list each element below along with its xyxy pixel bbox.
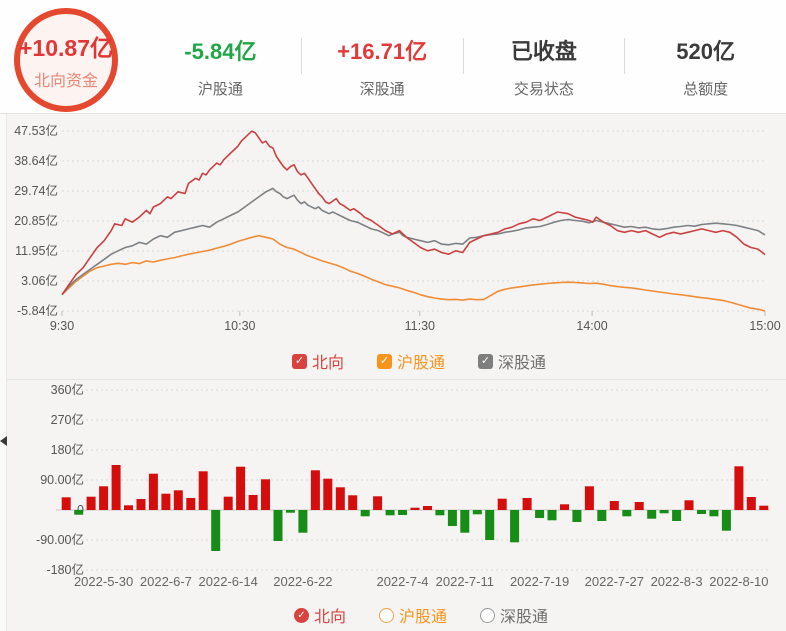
svg-text:38.64亿: 38.64亿 [14, 153, 58, 168]
svg-text:9:30: 9:30 [50, 319, 74, 333]
legend-item-beixiang[interactable]: ✓ 北向 [292, 349, 344, 373]
hugutong-label: 沪股通 [197, 81, 243, 98]
svg-text:2022-8-3: 2022-8-3 [651, 574, 703, 589]
shengutong-value: +16.71亿 [337, 39, 428, 64]
legend-item-beixiang[interactable]: ✓ 北向 [294, 603, 346, 627]
legend-label: 沪股通 [397, 355, 446, 372]
svg-text:2022-8-10: 2022-8-10 [709, 574, 768, 589]
northbound-total-label: 北向资金 [33, 73, 98, 90]
shengutong-label: 深股通 [359, 81, 405, 98]
northbound-total-value: +10.87亿 [19, 35, 113, 61]
svg-text:-180亿: -180亿 [46, 562, 84, 577]
svg-text:2022-6-7: 2022-6-7 [140, 574, 192, 589]
summary-header: +10.87亿 北向资金 -5.84亿 沪股通 +16.71亿 深股通 已收盘 … [0, 0, 786, 114]
checkbox-checked-icon: ✓ [292, 353, 307, 369]
svg-text:10:30: 10:30 [224, 319, 255, 333]
legend-item-shengutong[interactable]: 深股通 [480, 603, 548, 627]
svg-text:2022-6-22: 2022-6-22 [273, 574, 332, 589]
daily-bar-chart[interactable]: 360亿270亿180亿90.00亿0-90.00亿-180亿2022-5-30… [0, 382, 786, 604]
svg-text:20.85亿: 20.85亿 [14, 213, 58, 228]
collapse-panel-arrow-icon[interactable] [0, 436, 7, 446]
svg-text:2022-7-4: 2022-7-4 [376, 574, 428, 589]
svg-text:47.53亿: 47.53亿 [14, 123, 58, 138]
svg-text:270亿: 270亿 [51, 412, 84, 427]
checkbox-checked-icon: ✓ [377, 353, 393, 369]
legend-label: 北向 [312, 355, 345, 372]
trade-status-value: 已收盘 [510, 39, 577, 64]
total-quota-value: 520亿 [676, 39, 735, 64]
legend-label: 深股通 [500, 609, 549, 626]
svg-text:-90.00亿: -90.00亿 [36, 532, 84, 547]
legend-label: 深股通 [498, 355, 547, 372]
svg-text:360亿: 360亿 [51, 382, 84, 397]
northbound-badge: +10.87亿 北向资金 [14, 8, 118, 112]
stat-trade-status: 已收盘 交易状态 [464, 0, 625, 113]
intraday-legend: ✓ 北向 ✓ 沪股通 ✓ 深股通 [292, 349, 546, 373]
legend-item-shengutong[interactable]: ✓ 深股通 [478, 349, 546, 373]
divider [300, 38, 302, 74]
divider [624, 38, 626, 74]
section-divider [0, 379, 786, 380]
stats-row: -5.84亿 沪股通 +16.71亿 深股通 已收盘 交易状态 520亿 总额度 [140, 0, 786, 113]
svg-text:15:00: 15:00 [749, 319, 780, 333]
radio-unselected-icon [379, 607, 395, 623]
svg-text:2022-7-27: 2022-7-27 [585, 574, 644, 589]
legend-item-hugutong[interactable]: 沪股通 [379, 603, 447, 627]
svg-text:2022-6-14: 2022-6-14 [199, 574, 258, 589]
checkbox-checked-icon: ✓ [478, 353, 494, 369]
trade-status-label: 交易状态 [513, 81, 574, 98]
svg-text:29.74亿: 29.74亿 [14, 183, 58, 198]
legend-label: 北向 [314, 609, 347, 626]
svg-text:-5.84亿: -5.84亿 [17, 303, 58, 318]
daily-legend: ✓ 北向 沪股通 深股通 [294, 603, 548, 627]
radio-unselected-icon [480, 607, 496, 623]
legend-item-hugutong[interactable]: ✓ 沪股通 [377, 349, 445, 373]
stat-shengutong: +16.71亿 深股通 [302, 0, 463, 113]
svg-text:2022-5-30: 2022-5-30 [74, 574, 133, 589]
radio-selected-icon: ✓ [294, 607, 309, 623]
svg-text:180亿: 180亿 [51, 442, 84, 457]
svg-text:2022-7-11: 2022-7-11 [436, 574, 494, 589]
stat-total-quota: 520亿 总额度 [625, 0, 786, 113]
hugutong-value: -5.84亿 [184, 39, 257, 64]
stat-hugutong: -5.84亿 沪股通 [140, 0, 301, 113]
divider [462, 38, 464, 74]
svg-text:2022-7-19: 2022-7-19 [510, 574, 569, 589]
left-gutter [0, 114, 7, 631]
intraday-line-chart[interactable]: 47.53亿 38.64亿 29.74亿 20.85亿 11.95亿 3.06亿 -5.84… [0, 114, 786, 348]
svg-text:90.00亿: 90.00亿 [40, 472, 84, 487]
total-quota-label: 总额度 [683, 81, 729, 98]
svg-text:11.95亿: 11.95亿 [15, 243, 58, 258]
svg-text:3.06亿: 3.06亿 [21, 273, 58, 288]
legend-label: 沪股通 [399, 609, 448, 626]
svg-text:11:30: 11:30 [405, 319, 435, 333]
svg-text:14:00: 14:00 [576, 319, 607, 333]
